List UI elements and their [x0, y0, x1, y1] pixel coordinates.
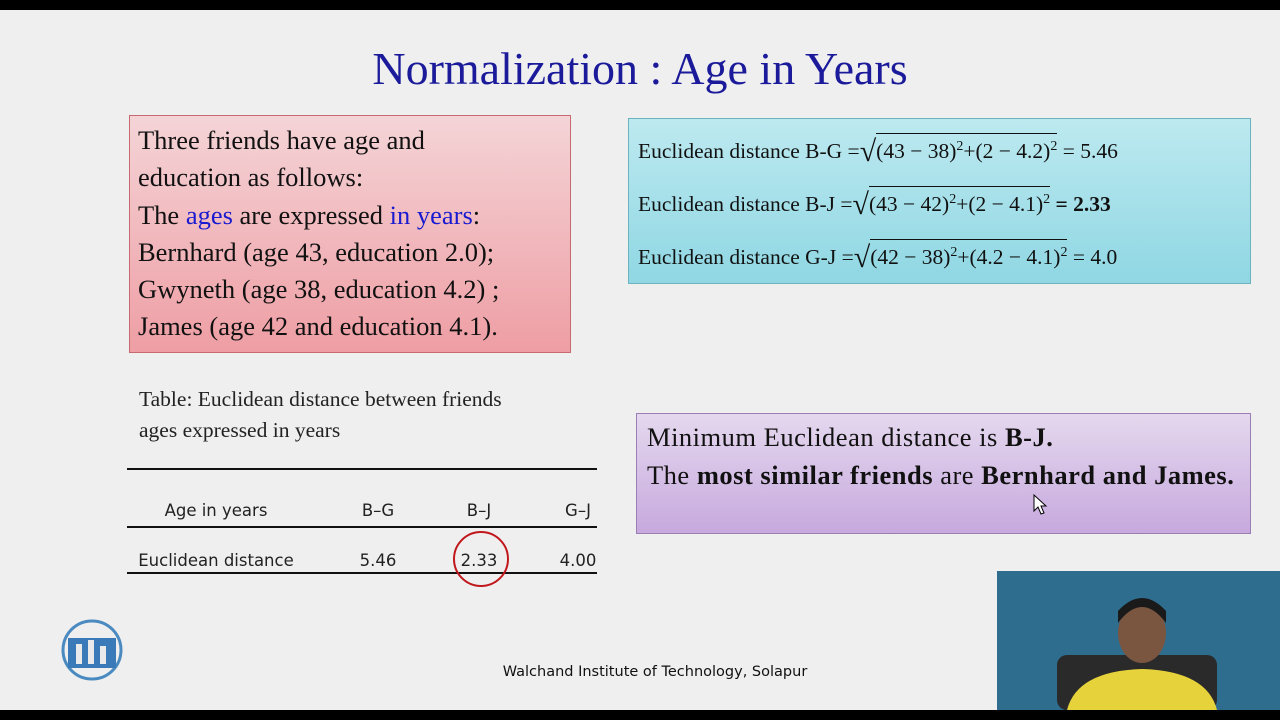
text: : — [472, 199, 481, 230]
conclusion-line: Minimum Euclidean distance is B-J. — [647, 419, 1250, 457]
formula-result: = 4.0 — [1072, 245, 1118, 269]
bold-text: B-J. — [1004, 422, 1054, 452]
logo — [61, 619, 123, 681]
sqrt-sign: √ — [853, 241, 871, 274]
table-rule — [127, 572, 597, 574]
table-cell: 2.33 — [460, 551, 498, 570]
cursor — [1033, 494, 1048, 515]
term-exponent: 2 — [1050, 139, 1058, 154]
body — [1067, 669, 1217, 710]
caption-line: ages expressed in years — [139, 418, 341, 442]
bold-text: most similar friends — [696, 459, 934, 490]
term-exponent: 2 — [1060, 245, 1068, 260]
term-base: +(4.2 − 4.1) — [957, 245, 1061, 269]
info-line: Three friends have age and — [138, 125, 425, 155]
conclusion-box: Minimum Euclidean distance is B-J. The m… — [636, 413, 1251, 534]
table-header-cell: Age in years — [164, 501, 268, 520]
table-caption: Table: Euclidean distance between friend… — [139, 384, 502, 446]
formula-row: Euclidean distance B-J =√(43 − 42)2+(2 −… — [638, 178, 1250, 231]
sqrt-sign: √ — [859, 135, 877, 168]
table-rule — [127, 468, 597, 470]
text: are — [940, 459, 975, 490]
slide: Normalization : Age in Years Three frien… — [0, 10, 1280, 710]
hair — [1118, 598, 1166, 623]
term-base: +(2 − 4.1) — [956, 192, 1044, 216]
logo-bar — [88, 640, 94, 664]
formula-label: Euclidean distance B-J = — [638, 192, 853, 216]
conclusion-line: The most similar friends are Bernhard an… — [647, 457, 1250, 495]
text: are expressed — [239, 199, 384, 230]
table-cell: Euclidean distance — [138, 551, 294, 570]
bold-text: Bernhard and James. — [981, 459, 1235, 490]
video-inset — [997, 571, 1280, 710]
term-base: (43 − 38) — [876, 139, 957, 163]
slide-title: Normalization : Age in Years — [372, 43, 908, 94]
table-header-cell: B–J — [466, 501, 492, 520]
logo-ring — [61, 619, 123, 681]
logo-bar — [100, 646, 106, 664]
table-cell: 5.46 — [359, 551, 397, 570]
term-base: (43 − 42) — [869, 192, 950, 216]
info-line: James (age 42 and education 4.1). — [138, 311, 498, 342]
radicand: (42 − 38)2+(4.2 − 4.1)2 — [870, 239, 1068, 269]
formula-row: Euclidean distance B-G =√(43 − 38)2+(2 −… — [638, 125, 1250, 178]
term-base: +(2 − 4.2) — [963, 139, 1051, 163]
cursor-arrow — [1033, 494, 1048, 515]
table-cell: 4.00 — [559, 551, 597, 570]
highlight: ages — [185, 199, 233, 230]
formula-result: = 5.46 — [1062, 139, 1118, 163]
formula-label: Euclidean distance G-J = — [638, 245, 854, 269]
table-header-cell: G–J — [565, 501, 591, 520]
formula-row: Euclidean distance G-J =√(42 − 38)2+(4.2… — [638, 231, 1250, 284]
formula-box: Euclidean distance B-G =√(43 − 38)2+(2 −… — [628, 118, 1251, 284]
footer: Walchand Institute of Technology, Solapu… — [502, 664, 808, 680]
logo-bar — [76, 644, 82, 664]
table-rule — [127, 526, 597, 528]
term-exponent: 2 — [1043, 192, 1051, 207]
radicand: (43 − 42)2+(2 − 4.1)2 — [869, 186, 1051, 216]
sqrt-sign: √ — [852, 188, 869, 221]
head — [1118, 603, 1166, 663]
highlight: in years — [389, 199, 473, 230]
term-exponent: 2 — [949, 192, 957, 207]
formula-label: Euclidean distance B-G = — [638, 139, 860, 163]
term-exponent: 2 — [956, 139, 964, 154]
text: The — [138, 199, 180, 230]
info-line: Bernhard (age 43, education 2.0); — [138, 236, 495, 267]
highlight-circle — [453, 531, 509, 587]
radicand: (43 − 38)2+(2 − 4.2)2 — [876, 133, 1058, 163]
info-line: Gwyneth (age 38, education 4.2) ; — [138, 274, 500, 305]
info-line: The ages are expressed in years: — [138, 197, 562, 234]
text: Minimum Euclidean distance is — [647, 422, 998, 452]
info-line: education as follows: — [138, 162, 364, 193]
formula-result: = 2.33 — [1055, 192, 1111, 216]
table-header-cell: B–G — [361, 501, 395, 520]
info-box: Three friends have age and education as … — [129, 115, 571, 353]
term-base: (42 − 38) — [870, 245, 951, 269]
text: The — [647, 459, 690, 490]
caption-line: Table: Euclidean distance between friend… — [139, 387, 502, 411]
term-exponent: 2 — [950, 245, 958, 260]
circle — [453, 531, 509, 587]
